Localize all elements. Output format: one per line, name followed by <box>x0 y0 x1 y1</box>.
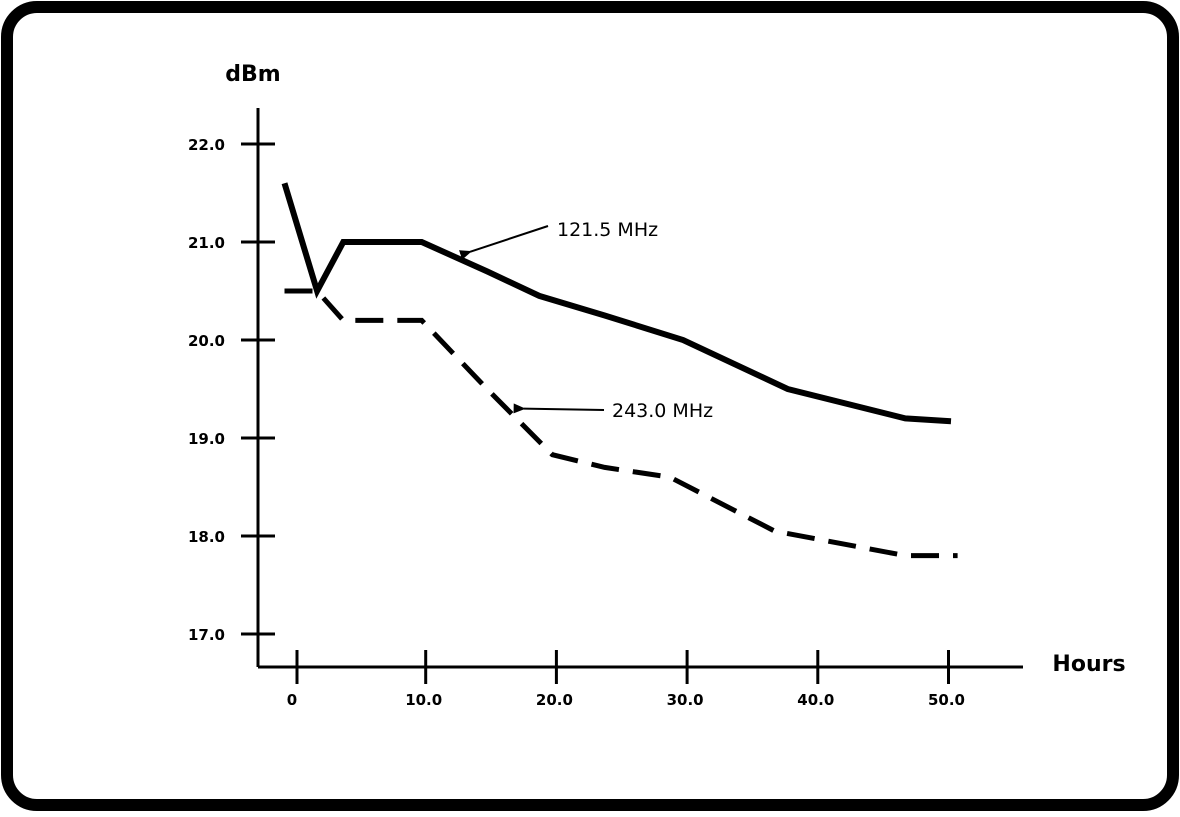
annotation-label: 243.0 MHz <box>612 400 713 422</box>
y-tick-label: 17.0 <box>188 626 225 644</box>
series-line-2 <box>284 288 958 559</box>
x-tick-label: 0 <box>287 691 297 709</box>
series-line-1 <box>281 182 952 425</box>
x-tick-label: 40.0 <box>797 691 834 709</box>
y-tick-label: 18.0 <box>188 528 225 546</box>
x-tick-label: 30.0 <box>667 691 704 709</box>
annotation-layer: 121.5 MHz 243.0 MHz <box>458 219 713 422</box>
annotation-arrow <box>458 225 549 260</box>
x-axis-title: Hours <box>1052 652 1125 677</box>
annotation-label: 121.5 MHz <box>557 219 658 241</box>
y-tick-label: 21.0 <box>188 234 225 252</box>
x-tick-label: 10.0 <box>405 691 442 709</box>
y-axis-title: dBm <box>225 62 280 87</box>
y-tick-label: 20.0 <box>188 332 225 350</box>
y-tick-label: 22.0 <box>188 136 225 154</box>
y-tick-label: 19.0 <box>188 430 225 448</box>
x-tick-label: 20.0 <box>536 691 573 709</box>
x-tick-label: 50.0 <box>928 691 965 709</box>
series-layer <box>281 182 958 559</box>
annotation-arrow <box>513 403 605 414</box>
ticks-layer: 17.0 18.0 19.0 20.0 21.0 22.0 0 10.0 20.0 30.0 40.… <box>188 136 965 709</box>
